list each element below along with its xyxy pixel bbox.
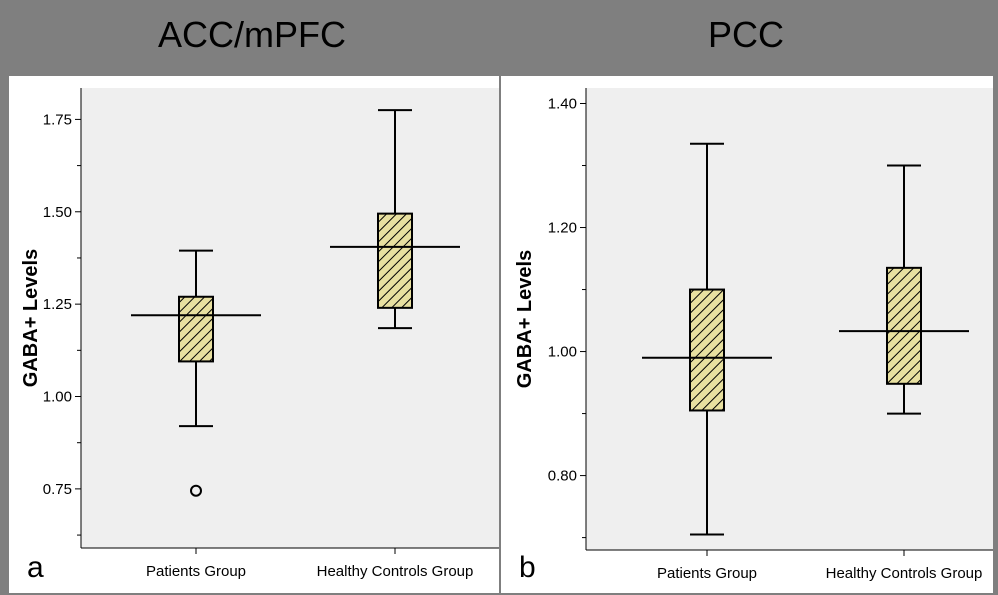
y-tick-label: 1.25 [43, 296, 72, 313]
outlier-point [190, 484, 202, 497]
y-tick-label: 1.75 [43, 111, 72, 128]
y-tick-label: 1.40 [548, 96, 577, 113]
y-tick-label: 1.00 [43, 389, 72, 406]
y-tick-label: 1.50 [43, 204, 72, 221]
x-tick-label: Healthy Controls Group [826, 565, 983, 582]
panel-b-letter: b [519, 551, 536, 584]
chart-panel-a: 0.75 1.00 1.25 1.50 1.75 GABA+ Levels Patients… [9, 76, 499, 593]
box-iqr [689, 288, 725, 412]
x-tick-label: Patients Group [657, 565, 757, 582]
y-tick-label: 0.75 [43, 481, 72, 498]
boxplot-chart-b: 0.80 1.00 1.20 1.40 GABA+ Levels Patients Gro… [514, 88, 993, 582]
box-iqr [377, 212, 413, 309]
box-iqr [178, 295, 214, 363]
plot-area [586, 88, 993, 550]
x-tick-label: Patients Group [146, 563, 246, 580]
y-tick-label: 0.80 [548, 468, 577, 485]
plot-area [81, 88, 499, 548]
chart-panel-b: 0.80 1.00 1.20 1.40 GABA+ Levels Patients Gro… [501, 76, 993, 593]
boxplot-chart-a: 0.75 1.00 1.25 1.50 1.75 GABA+ Levels Patients… [20, 88, 499, 580]
panel-b-title: PCC [707, 14, 784, 55]
panel-a-title: ACC/mPFC [158, 14, 346, 55]
x-tick-label: Healthy Controls Group [317, 563, 474, 580]
box-iqr [886, 266, 922, 385]
y-axis-label: GABA+ Levels [514, 250, 536, 388]
y-tick-label: 1.20 [548, 220, 577, 237]
y-tick-label: 1.00 [548, 344, 577, 361]
panel-a-letter: a [27, 551, 44, 584]
y-axis-label: GABA+ Levels [20, 249, 42, 387]
